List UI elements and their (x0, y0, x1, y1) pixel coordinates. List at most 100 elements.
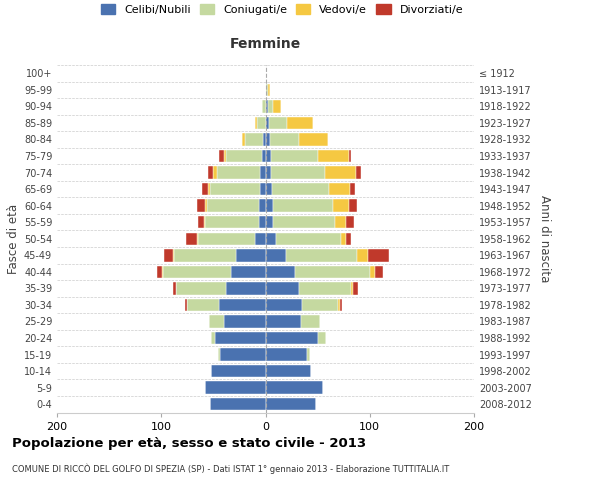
Bar (185, 298, 187, 311)
Bar (287, 116, 313, 129)
Bar (164, 249, 173, 262)
Bar (271, 166, 325, 179)
Bar (174, 249, 236, 262)
Bar (226, 282, 265, 294)
Text: COMUNE DI RICCÒ DEL GOLFO DI SPEZIA (SP) - Dati ISTAT 1° gennaio 2013 - Elaboraz: COMUNE DI RICCÒ DEL GOLFO DI SPEZIA (SP)… (12, 464, 449, 474)
Bar (265, 332, 317, 344)
Bar (211, 332, 215, 344)
Bar (163, 266, 231, 278)
Bar (340, 298, 341, 311)
Bar (265, 200, 273, 212)
Bar (157, 266, 162, 278)
Bar (265, 100, 268, 112)
Bar (335, 216, 346, 228)
Bar (333, 200, 349, 212)
Bar (265, 266, 295, 278)
Bar (329, 183, 350, 196)
Bar (176, 282, 226, 294)
Bar (265, 298, 302, 311)
Text: Femmine: Femmine (230, 37, 301, 51)
Bar (218, 348, 220, 361)
Bar (265, 382, 323, 394)
Bar (268, 84, 269, 96)
Bar (265, 365, 311, 378)
Bar (205, 216, 259, 228)
Bar (341, 232, 346, 245)
Bar (197, 200, 205, 212)
Bar (173, 282, 176, 294)
Bar (317, 332, 326, 344)
Bar (245, 134, 263, 145)
Bar (356, 166, 361, 179)
Bar (217, 166, 260, 179)
Bar (198, 216, 204, 228)
Legend: Celibi/Nubili, Coniugati/e, Vedovi/e, Divorziati/e: Celibi/Nubili, Coniugati/e, Vedovi/e, Di… (97, 0, 467, 20)
Bar (224, 316, 265, 328)
Bar (210, 183, 260, 196)
Bar (162, 266, 163, 278)
Bar (265, 216, 273, 228)
Bar (215, 332, 265, 344)
Bar (214, 166, 217, 179)
Bar (299, 134, 328, 145)
Bar (271, 150, 317, 162)
Text: Popolazione per età, sesso e stato civile - 2013: Popolazione per età, sesso e stato civil… (12, 438, 366, 450)
Bar (211, 365, 265, 378)
Y-axis label: Fasce di età: Fasce di età (7, 204, 20, 274)
Bar (265, 316, 301, 328)
Bar (276, 232, 341, 245)
Bar (265, 150, 271, 162)
Bar (205, 200, 207, 212)
Bar (242, 134, 245, 145)
Bar (231, 266, 265, 278)
Bar (260, 166, 265, 179)
Bar (346, 216, 354, 228)
Bar (273, 200, 333, 212)
Bar (265, 249, 286, 262)
Bar (208, 166, 214, 179)
Bar (350, 183, 355, 196)
Bar (273, 100, 281, 112)
Bar (209, 316, 224, 328)
Bar (299, 282, 351, 294)
Bar (265, 282, 299, 294)
Bar (205, 382, 265, 394)
Bar (198, 232, 255, 245)
Bar (301, 316, 320, 328)
Bar (255, 232, 265, 245)
Bar (210, 398, 265, 410)
Bar (265, 134, 269, 145)
Bar (265, 348, 307, 361)
Bar (317, 150, 349, 162)
Bar (262, 150, 265, 162)
Bar (265, 166, 271, 179)
Bar (257, 116, 265, 129)
Bar (265, 232, 276, 245)
Bar (255, 116, 257, 129)
Bar (375, 266, 383, 278)
Bar (236, 249, 265, 262)
Bar (173, 249, 174, 262)
Bar (368, 249, 389, 262)
Bar (268, 100, 273, 112)
Bar (186, 232, 197, 245)
Bar (260, 183, 265, 196)
Bar (351, 282, 353, 294)
Bar (346, 232, 351, 245)
Bar (272, 183, 329, 196)
Bar (202, 183, 208, 196)
Bar (218, 150, 224, 162)
Bar (286, 249, 357, 262)
Bar (295, 266, 370, 278)
Bar (259, 216, 265, 228)
Bar (265, 398, 316, 410)
Bar (349, 200, 357, 212)
Bar (349, 150, 351, 162)
Bar (338, 298, 340, 311)
Bar (226, 150, 262, 162)
Bar (218, 298, 265, 311)
Bar (207, 200, 259, 212)
Y-axis label: Anni di nascita: Anni di nascita (538, 195, 551, 282)
Bar (204, 216, 205, 228)
Bar (262, 100, 265, 112)
